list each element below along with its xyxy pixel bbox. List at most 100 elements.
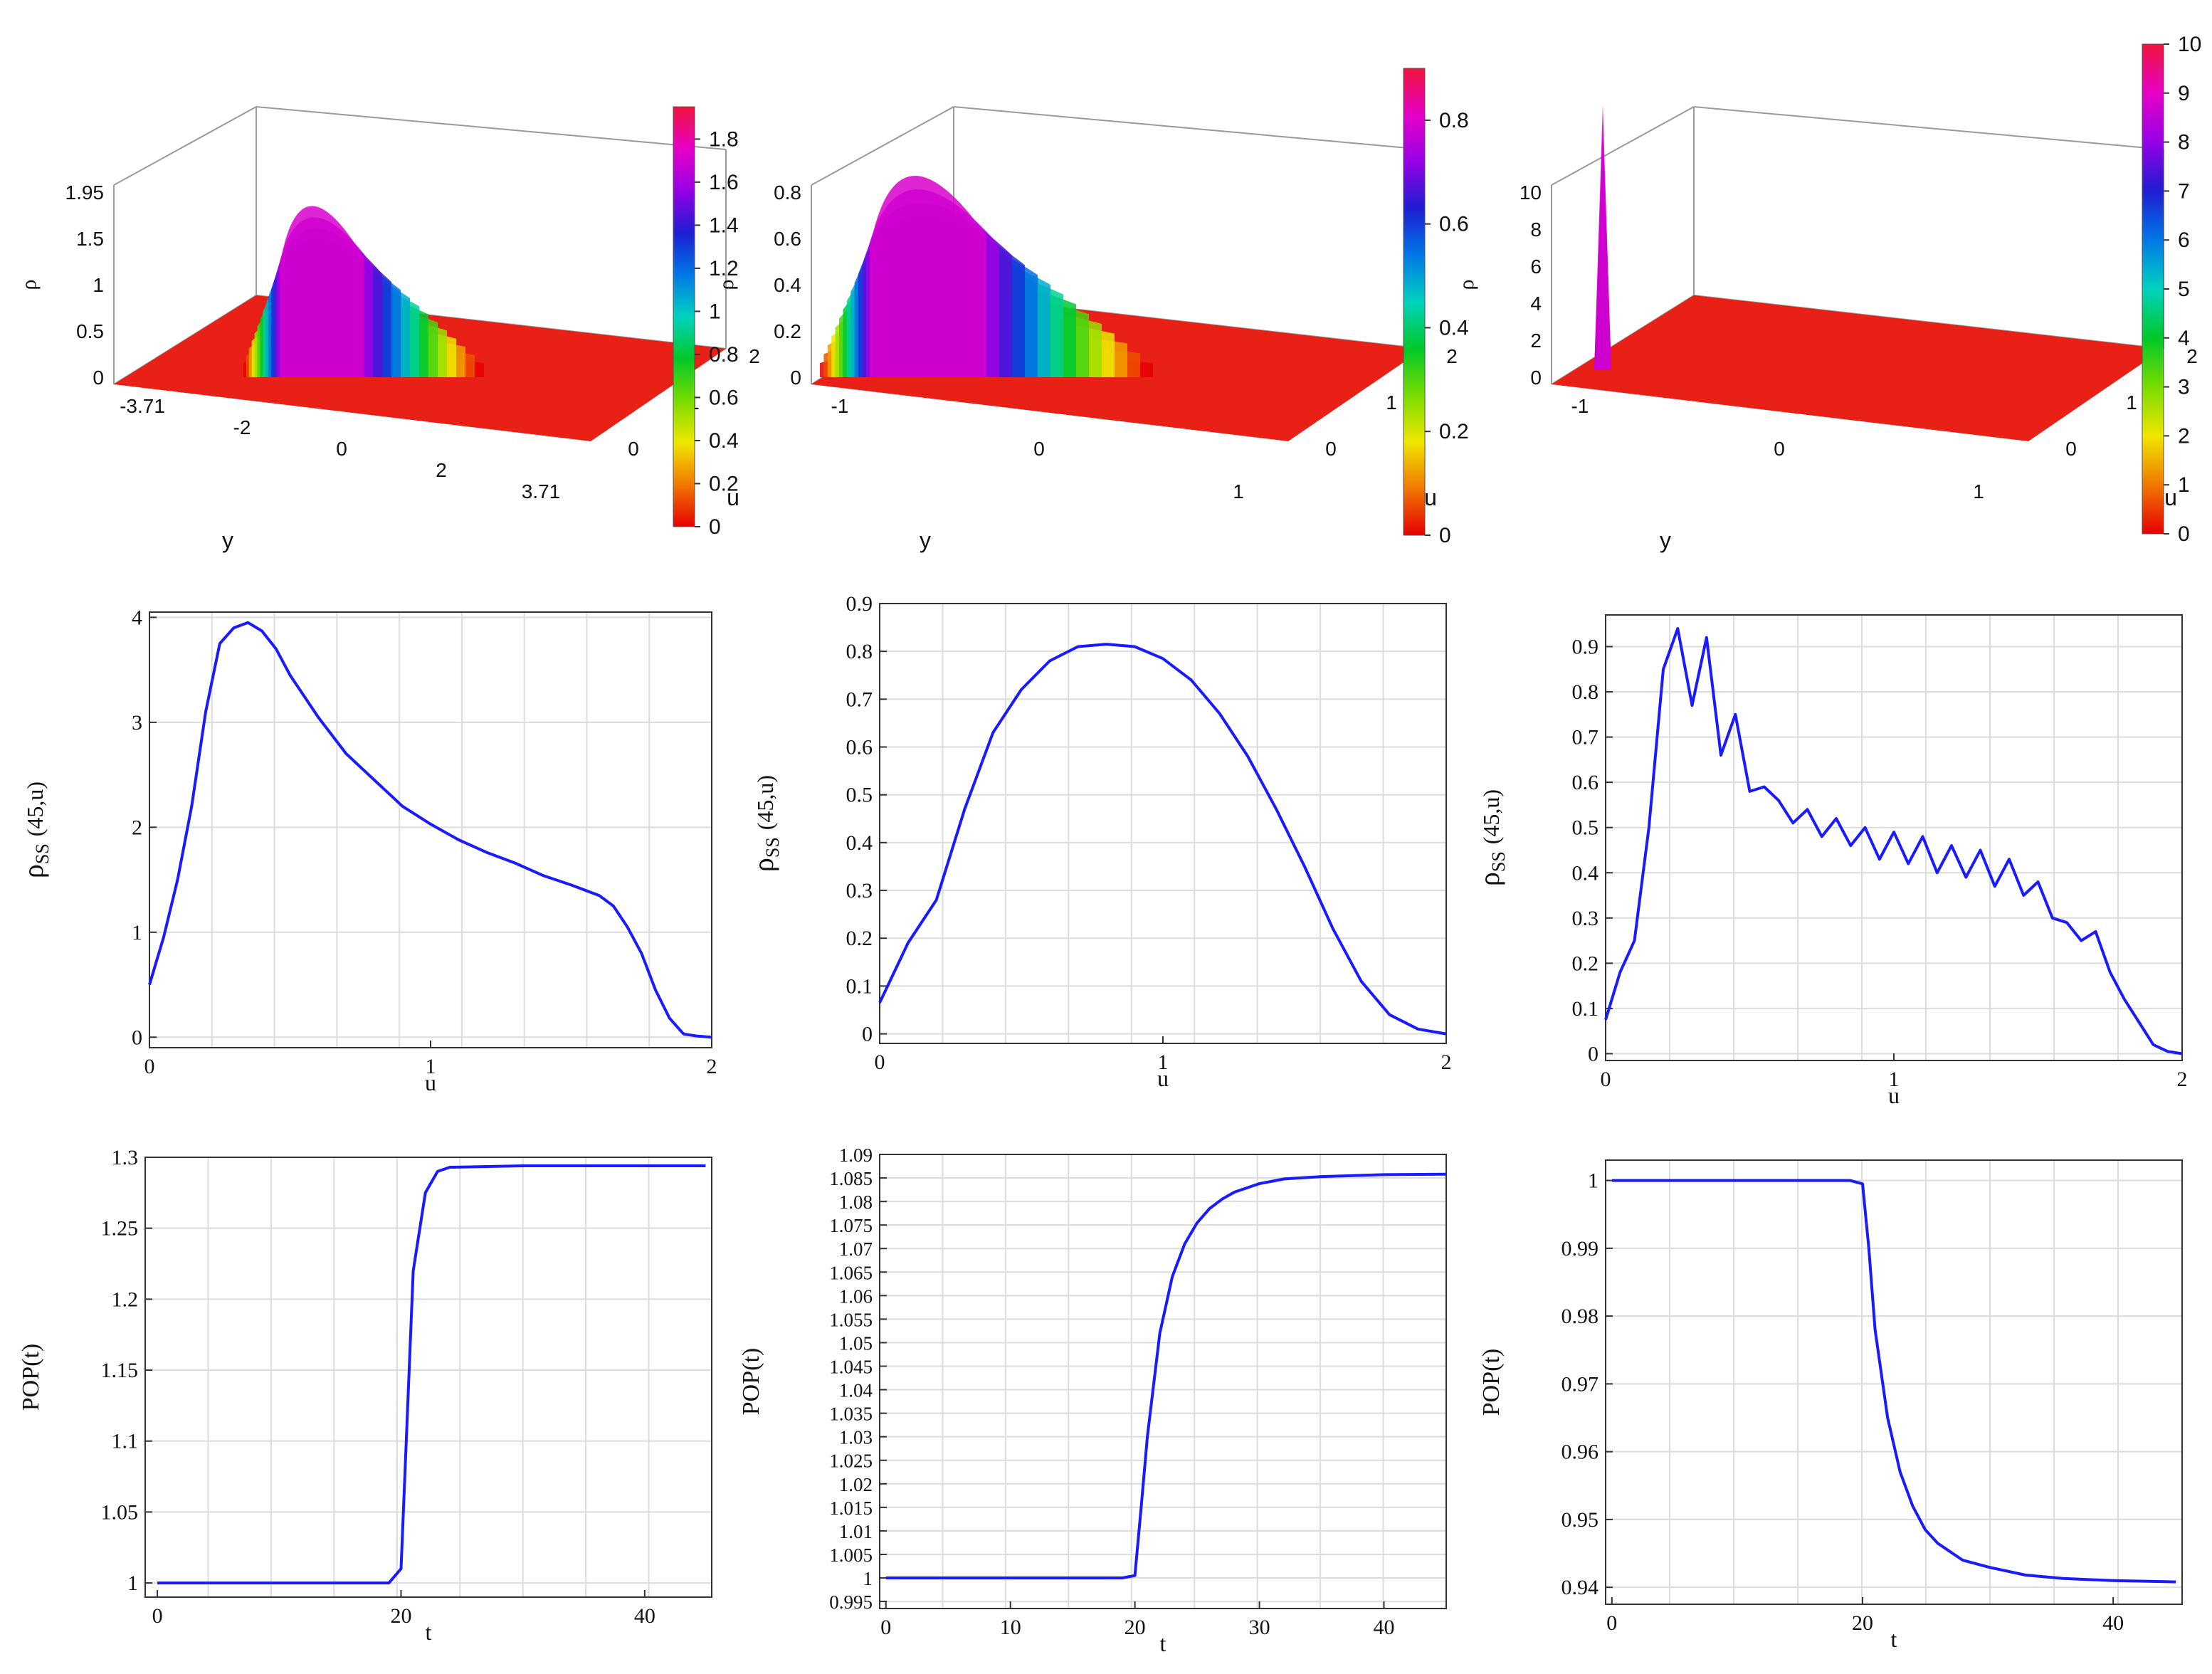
data-series-line (157, 1164, 706, 1585)
y-tick-label: 0.2 (1572, 952, 1599, 975)
y-tick-label: 0.97 (1561, 1372, 1599, 1396)
y-tick-label: 1.055 (829, 1309, 873, 1330)
surface-plot: 0 0.2 0.4 0.6 0.8 ρ -1 0 1 y 0 1 2 u (715, 106, 1458, 553)
colorbar-tick-label: 0.2 (709, 472, 739, 495)
y-tick-label: 0.8 (846, 640, 873, 663)
y-tick-label: 0 (1033, 438, 1045, 460)
colorbar-tick-label: 8 (2178, 131, 2190, 154)
y-tick-label: 0.4 (846, 831, 873, 855)
y-tick-label: 1.09 (839, 1144, 873, 1166)
y-tick-label: 1 (132, 921, 142, 944)
colorbar-tick-label: 1.8 (709, 127, 739, 151)
z-tick-label: 2 (1530, 330, 1542, 352)
x-axis-label: t (1160, 1631, 1166, 1656)
x-tick-label: 0 (1601, 1068, 1611, 1091)
data-series-line (1611, 1179, 2176, 1584)
u-tick-label: 0 (2065, 438, 2077, 460)
u-tick-label: 1 (1386, 391, 1397, 414)
colorbar-tick-label: 1 (2178, 473, 2190, 497)
y-axis-label: POP(t) (738, 1348, 764, 1415)
data-series-line (1604, 627, 2183, 1056)
y-tick-label: 0 (862, 1023, 873, 1046)
y-tick-label: 2 (436, 459, 447, 481)
y-axis-label: y (920, 527, 931, 553)
y-tick-label: 4 (132, 606, 142, 629)
z-tick-label: 4 (1530, 293, 1542, 315)
y-tick-label: 1.045 (829, 1357, 873, 1378)
plot-frame (1605, 1159, 2183, 1605)
z-tick-label: 8 (1530, 219, 1542, 241)
y-tick-label: 1.04 (839, 1380, 873, 1401)
x-tick-label: 0 (880, 1616, 891, 1639)
x-axis-label: u (425, 1070, 436, 1095)
y-tick-label: -3.71 (120, 395, 165, 417)
u-tick-label: 2 (2186, 345, 2198, 367)
y-tick-label: 0.3 (846, 879, 873, 902)
y-tick-label: 1 (1588, 1169, 1599, 1193)
y-tick-label: 1.1 (112, 1430, 139, 1453)
colorbar-tick-label: 1.6 (709, 171, 739, 194)
plot-frame (879, 1154, 1447, 1609)
z-tick-label: 1 (93, 274, 104, 296)
x-tick-label: 2 (1441, 1051, 1452, 1074)
colorbar-tick-label: 0.8 (709, 343, 739, 367)
z-tick-label: 0.4 (774, 274, 801, 296)
colorbar-tick-label: 6 (2178, 228, 2190, 252)
x-tick-label: 40 (2102, 1611, 2124, 1635)
colorbar-tick-label: 7 (2178, 179, 2190, 203)
z-tick-label: 6 (1530, 256, 1542, 278)
colorbar-tick-label: 1 (709, 300, 721, 323)
z-axis-label: ρ (1455, 280, 1478, 290)
box-edge (1693, 106, 2164, 150)
y-tick-label: 0.6 (1572, 771, 1599, 794)
x-tick-label: 0 (875, 1051, 885, 1074)
colorbar-gradient (1403, 68, 1426, 536)
y-tick-label: 1.08 (839, 1191, 873, 1213)
y-tick-label: 0.6 (846, 736, 873, 759)
y-tick-label: 1.085 (829, 1168, 873, 1189)
y-tick-label: 0.3 (1572, 907, 1599, 930)
u-axis-label: u (727, 485, 739, 510)
y-tick-label: 1.075 (829, 1215, 873, 1236)
y-tick-label: 1 (1973, 480, 1984, 502)
z-tick-label: 10 (1520, 181, 1542, 204)
x-tick-label: 20 (390, 1604, 411, 1628)
z-tick-label: 0.8 (774, 181, 801, 204)
y-tick-label: 0.4 (1572, 861, 1599, 885)
y-tick-label: 1.035 (829, 1404, 873, 1425)
y-tick-label: 0.995 (829, 1591, 873, 1613)
colorbar-tick-label: 0.8 (1439, 109, 1469, 132)
y-tick-label: 1.015 (829, 1497, 873, 1519)
x-tick-label: 40 (634, 1604, 655, 1628)
y-tick-label: 0.9 (846, 592, 873, 616)
y-tick-label: 3.71 (522, 480, 561, 502)
line-chart: 1 1.05 1.1 1.15 1.2 1.25 1.3 0 20 40 t POP(t) (18, 1146, 712, 1645)
y-tick-label: 0.8 (1572, 680, 1599, 704)
x-axis-label: u (1157, 1065, 1169, 1091)
box-edge (811, 106, 954, 186)
colorbar-tick-label: 0.4 (1439, 316, 1469, 339)
y-tick-label: -1 (831, 395, 849, 417)
line-chart: 0 0.1 0.2 0.3 0.4 0.5 0.6 0.7 0.8 0.9 0 1 2 u ρSS(45,u… (747, 592, 1452, 1091)
y-tick-label: 1 (127, 1572, 138, 1595)
y-tick-label: 1.07 (839, 1238, 873, 1260)
y-tick-label: 0 (1774, 438, 1785, 460)
plot-frame (149, 611, 712, 1048)
data-series-line (878, 643, 1447, 1036)
x-tick-label: 30 (1249, 1616, 1270, 1639)
y-tick-label: 1 (1233, 480, 1244, 502)
colorbar-tick-label: 0 (2178, 522, 2190, 546)
y-axis-label: POP(t) (1478, 1349, 1505, 1416)
u-tick-label: 0 (1325, 438, 1337, 460)
y-tick-label: 1.2 (112, 1288, 139, 1311)
u-axis-label: u (1424, 485, 1437, 510)
u-tick-label: 0 (628, 438, 639, 460)
surface-floor (1552, 295, 2164, 441)
plot-frame (144, 1157, 712, 1598)
x-axis-label: t (426, 1619, 432, 1645)
y-tick-label: 1.15 (101, 1359, 139, 1382)
y-tick-label: 2 (132, 816, 142, 839)
